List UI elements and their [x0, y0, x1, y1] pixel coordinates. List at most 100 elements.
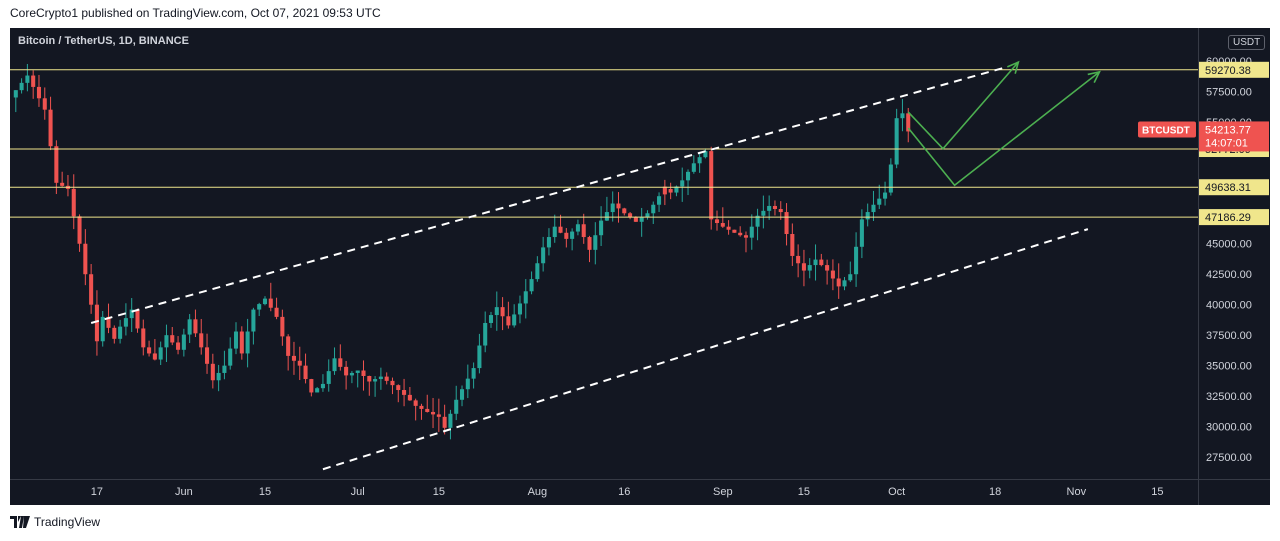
candle-body	[512, 314, 517, 326]
candle-body	[390, 380, 395, 386]
candle-body	[454, 399, 459, 414]
currency-unit-button[interactable]: USDT	[1228, 35, 1266, 50]
candle-body	[906, 113, 911, 132]
candle-body	[471, 368, 476, 379]
price-countdown-label: 14:07:01	[1205, 137, 1248, 149]
time-tick-label: Sep	[713, 486, 733, 498]
candle-body	[118, 326, 123, 339]
candle-body	[344, 366, 349, 376]
current-price-label: 54213.77	[1205, 124, 1251, 136]
candle-body	[900, 113, 905, 119]
candle-body	[297, 360, 302, 366]
candle-body	[257, 304, 262, 310]
candle-body	[483, 322, 488, 346]
price-level-label: 47186.29	[1205, 212, 1251, 224]
candle-body	[772, 205, 777, 210]
candle-body	[877, 198, 882, 205]
candle-body	[315, 388, 320, 393]
price-level-tag	[1199, 209, 1269, 226]
footer-brand-label: TradingView	[34, 515, 101, 529]
candle-body	[152, 353, 157, 360]
candle-body	[662, 186, 667, 195]
projection-arrow-long	[907, 71, 1100, 187]
time-tick-label: Jun	[175, 486, 193, 498]
candle-body	[686, 171, 691, 181]
candle-body	[367, 376, 372, 382]
candle-body	[309, 379, 314, 393]
candle-body	[616, 203, 621, 209]
price-chart[interactable]: 27500.00 30000.00 32500.00 35000.00 37500.00…	[10, 28, 1270, 505]
candle-body	[94, 304, 99, 342]
candle-body	[31, 75, 36, 87]
candle-body	[778, 209, 783, 213]
candle-body	[193, 319, 198, 334]
candle-body	[448, 413, 453, 428]
price-tick-label: 45000.00	[1206, 239, 1252, 251]
arrowhead-icon	[1007, 60, 1020, 74]
price-level-tag	[1199, 179, 1269, 196]
candle-body	[575, 224, 580, 232]
candle-body	[807, 265, 812, 271]
candle-body	[865, 212, 870, 220]
candle-body	[732, 229, 737, 233]
price-tick-label: 57500.00	[1206, 86, 1252, 98]
candle-body	[373, 379, 378, 382]
time-tick-label: 15	[433, 486, 445, 498]
price-level-tag	[1199, 61, 1269, 78]
candle-body	[170, 335, 175, 343]
candle-body	[796, 255, 801, 264]
candle-body	[378, 376, 383, 380]
candle-body	[228, 348, 233, 366]
candle-body	[413, 400, 418, 406]
symbol-badge-label: BTCUSDT	[1142, 125, 1190, 136]
current-price-tag	[1199, 121, 1269, 152]
candle-body	[384, 376, 389, 381]
price-tick-label: 27500.00	[1206, 452, 1252, 464]
candle-body	[83, 243, 88, 275]
candle-body	[141, 328, 146, 348]
candle-body	[326, 371, 331, 384]
candle-body	[709, 151, 714, 220]
candle-body	[477, 345, 482, 369]
candle-body	[164, 335, 169, 348]
candle-body	[361, 370, 366, 377]
candle-body	[883, 192, 888, 199]
price-tick-label: 35000.00	[1206, 361, 1252, 373]
candle-body	[54, 146, 59, 183]
price-tick-label: 40000.00	[1206, 300, 1252, 312]
candle-body	[280, 316, 285, 337]
candle-body	[135, 309, 140, 329]
candle-body	[129, 309, 134, 319]
candle-body	[425, 408, 430, 412]
candle-body	[268, 298, 273, 308]
candle-body	[790, 233, 795, 256]
candle-body	[523, 291, 528, 304]
candle-body	[355, 370, 360, 373]
candle-body	[593, 235, 598, 250]
candle-body	[854, 246, 859, 275]
candle-body	[830, 270, 835, 279]
footer-brand[interactable]: TradingView	[10, 515, 100, 529]
candle-body	[436, 414, 441, 417]
candle-body	[402, 390, 407, 395]
candle-body	[599, 220, 604, 236]
candle-body	[801, 263, 806, 271]
candle-body	[465, 378, 470, 390]
candle-body	[871, 204, 876, 213]
candle-body	[639, 217, 644, 222]
candle-body	[888, 164, 893, 193]
candle-body	[60, 182, 65, 186]
chart-panel[interactable]: 27500.00 30000.00 32500.00 35000.00 37500.00…	[10, 28, 1270, 505]
candle-body	[819, 259, 824, 266]
candle-body	[738, 232, 743, 236]
time-tick-label: 15	[1151, 486, 1163, 498]
candle-body	[680, 180, 685, 187]
candle-body	[25, 75, 30, 83]
candle-body	[187, 319, 192, 335]
time-tick-label: 15	[259, 486, 271, 498]
candle-body	[714, 219, 720, 224]
candle-body	[36, 86, 42, 99]
candle-body	[274, 307, 279, 317]
candle-body	[842, 280, 847, 287]
candle-body	[755, 215, 760, 227]
